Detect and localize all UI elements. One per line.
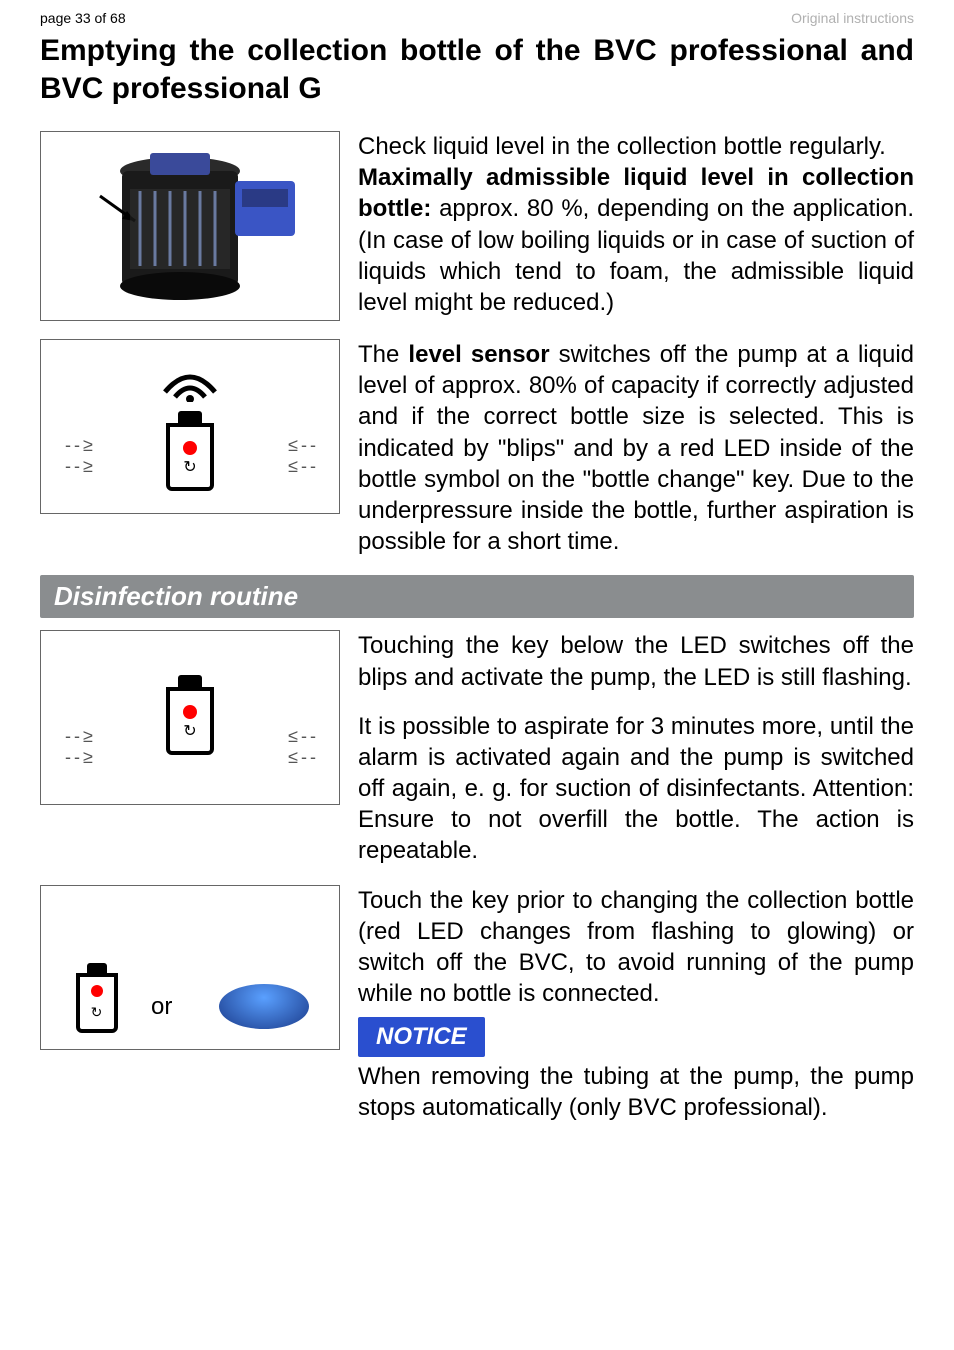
header-right-label: Original instructions — [791, 10, 914, 26]
cycle-arrow-icon: ↻ — [183, 721, 196, 741]
blip-lines-left-icon: - - ≥- - ≥ — [65, 726, 92, 768]
page-header: page 33 of 68 Original instructions — [0, 0, 954, 32]
level-sensor-illustration: ↻ - - ≥- - ≥ ≤ - -≤ - - — [40, 339, 340, 514]
block3-p2: It is possible to aspirate for 3 minutes… — [358, 711, 914, 867]
red-led-icon — [183, 441, 197, 455]
block-2: ↻ - - ≥- - ≥ ≤ - -≤ - - The level sensor… — [40, 339, 914, 557]
block2-suffix: switches off the pump at a liquid level … — [358, 341, 914, 555]
red-led-icon — [183, 705, 197, 719]
cycle-arrow-icon: ↻ — [91, 1004, 103, 1021]
bottle-change-icon: ↻ — [69, 963, 124, 1033]
block4-p1: Touch the key prior to changing the coll… — [358, 885, 914, 1010]
blip-lines-left-icon: - - ≥- - ≥ — [65, 435, 92, 477]
block2-prefix: The — [358, 341, 408, 368]
notice-badge: NOTICE — [358, 1017, 485, 1056]
red-led-icon — [91, 985, 103, 997]
block1-p1: Check liquid level in the collection bot… — [358, 131, 914, 162]
block-4: ↻ or Touch the key prior to changing the… — [40, 885, 914, 1123]
signal-arc-icon — [155, 357, 225, 402]
blip-lines-right-icon: ≤ - -≤ - - — [288, 726, 315, 768]
block-1: Check liquid level in the collection bot… — [40, 131, 914, 321]
block-3-text: Touching the key below the LED switches … — [358, 630, 914, 866]
block-2-text: The level sensor switches off the pump a… — [358, 339, 914, 557]
section-bar-disinfection: Disinfection routine — [40, 575, 914, 618]
cycle-arrow-icon: ↻ — [183, 457, 196, 477]
bottle-change-icon: ↻ — [160, 411, 220, 496]
switch-off-illustration: ↻ or — [40, 885, 340, 1050]
block1-p2-rest: approx. 80 %, depending on the applicati… — [358, 195, 914, 316]
bottle-3d-icon — [60, 141, 320, 311]
disinfection-key-illustration: ↻ - - ≥- - ≥ ≤ - -≤ - - — [40, 630, 340, 805]
block2-bold: level sensor — [408, 341, 549, 368]
blip-lines-right-icon: ≤ - -≤ - - — [288, 435, 315, 477]
block4-p2: When removing the tubing at the pump, th… — [358, 1061, 914, 1123]
page-number: page 33 of 68 — [40, 10, 126, 26]
collection-bottle-illustration — [40, 131, 340, 321]
block1-p2: Maximally admissible liquid level in col… — [358, 162, 914, 318]
block3-p1: Touching the key below the LED switches … — [358, 630, 914, 692]
page-title: Emptying the collection bottle of the BV… — [40, 32, 914, 107]
power-button-icon — [219, 984, 309, 1029]
block-1-text: Check liquid level in the collection bot… — [358, 131, 914, 318]
block-3: ↻ - - ≥- - ≥ ≤ - -≤ - - Touching the key… — [40, 630, 914, 866]
bottle-change-icon: ↻ — [160, 675, 220, 760]
page-content: Emptying the collection bottle of the BV… — [0, 32, 954, 1161]
or-label: or — [151, 993, 172, 1021]
block-4-text: Touch the key prior to changing the coll… — [358, 885, 914, 1123]
